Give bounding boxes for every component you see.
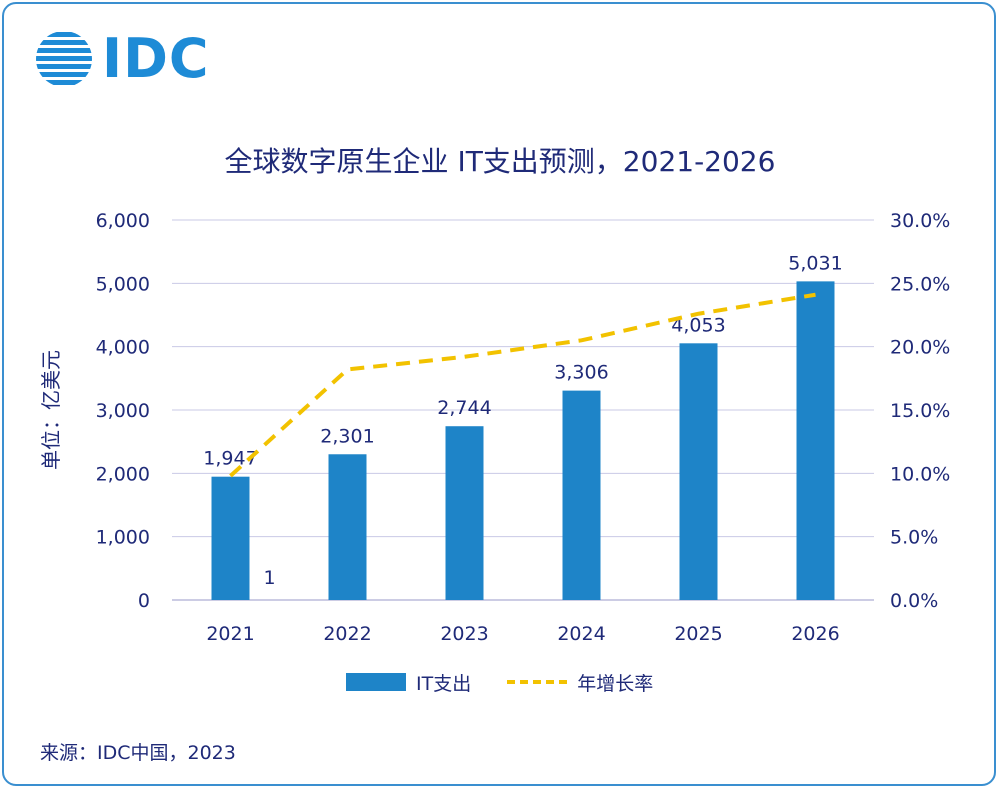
idc-logo: IDC — [34, 24, 234, 94]
y2-tick-label: 20.0% — [890, 337, 950, 359]
bar-value-label: 5,031 — [788, 252, 842, 274]
bar — [328, 454, 367, 600]
bar — [796, 281, 835, 600]
y-tick-label: 6,000 — [96, 210, 150, 232]
y2-tick-label: 30.0% — [890, 210, 950, 232]
bar — [562, 390, 601, 600]
logo-text: IDC — [102, 27, 210, 90]
bar-value-label: 4,053 — [671, 314, 725, 336]
y-tick-label: 1,000 — [96, 527, 150, 549]
y2-tick-label: 25.0% — [890, 273, 950, 295]
y2-tick-label: 15.0% — [890, 400, 950, 422]
x-tick-label: 2023 — [440, 623, 488, 645]
bar-value-label: 3,306 — [554, 362, 608, 384]
x-tick-label: 2025 — [674, 623, 722, 645]
y-tick-label: 5,000 — [96, 273, 150, 295]
y2-tick-label: 10.0% — [890, 463, 950, 485]
y-tick-label: 0 — [138, 590, 150, 612]
legend-label-bar: IT支出 — [416, 672, 472, 695]
y-tick-label: 4,000 — [96, 337, 150, 359]
globe-icon — [36, 32, 92, 85]
y2-tick-label: 5.0% — [890, 527, 938, 549]
x-tick-label: 2024 — [557, 623, 605, 645]
bar — [445, 426, 484, 600]
y-tick-label: 3,000 — [96, 400, 150, 422]
bar — [211, 476, 250, 600]
bar-value-label: 1,947 — [203, 448, 257, 470]
bar — [679, 343, 718, 600]
bar-value-label: 2,301 — [320, 425, 374, 447]
x-tick-label: 2026 — [791, 623, 839, 645]
chart-title: 全球数字原生企业 IT支出预测，2021-2026 — [224, 145, 776, 178]
legend-swatch-bar — [346, 673, 406, 691]
legend-label-line: 年增长率 — [577, 672, 654, 695]
y-axis-label: 单位：亿美元 — [39, 350, 63, 470]
growth-rate-line — [229, 292, 816, 478]
bar-value-label: 2,744 — [437, 397, 491, 419]
x-tick-label: 2021 — [206, 623, 254, 645]
legend-swatch-line — [507, 680, 568, 684]
y2-tick-label: 0.0% — [890, 590, 938, 612]
source-note: 来源：IDC中国，2023 — [40, 742, 236, 764]
x-tick-label: 2022 — [323, 623, 371, 645]
annotation-label: 1 — [263, 567, 275, 589]
y-tick-label: 2,000 — [96, 463, 150, 485]
legend: IT支出 年增长率 — [346, 668, 653, 696]
